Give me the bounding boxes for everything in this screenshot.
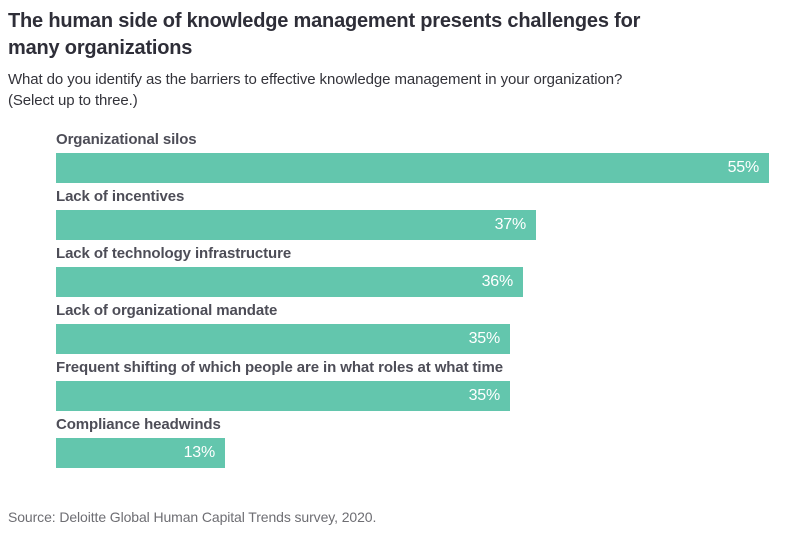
bar-label: Lack of technology infrastructure <box>56 245 292 262</box>
bar: 55% <box>56 153 769 183</box>
bar-chart: Organizational silos 55% Lack of incentive… <box>56 132 778 468</box>
bar-value-label: 13% <box>183 444 216 461</box>
bar-row: Frequent shifting of which people are in… <box>56 360 778 411</box>
bar-label: Compliance headwinds <box>56 416 221 433</box>
chart-subtitle-line-2: (Select up to three.) <box>8 92 138 109</box>
bar-row: Lack of organizational mandate 35% <box>56 303 778 354</box>
bar: 13% <box>56 438 225 468</box>
bar: 35% <box>56 324 510 354</box>
bar-value-label: 55% <box>727 159 760 176</box>
bar-label: Organizational silos <box>56 131 197 148</box>
bar-value-label: 35% <box>468 387 501 404</box>
chart-title-line-2: many organizations <box>8 37 193 59</box>
bar-value-label: 35% <box>468 330 501 347</box>
bar-value-label: 37% <box>494 216 527 233</box>
bar-row: Compliance headwinds 13% <box>56 417 778 468</box>
bar: 37% <box>56 210 536 240</box>
bar-label: Frequent shifting of which people are in… <box>56 359 503 376</box>
chart-title: The human side of knowledge management p… <box>8 8 778 62</box>
chart-subtitle: What do you identify as the barriers to … <box>8 69 778 111</box>
source-note: Source: Deloitte Global Human Capital Tr… <box>8 509 377 525</box>
figure: The human side of knowledge management p… <box>8 8 778 525</box>
bar-label: Lack of organizational mandate <box>56 302 278 319</box>
chart-subtitle-line-1: What do you identify as the barriers to … <box>8 71 623 88</box>
bar: 36% <box>56 267 523 297</box>
bar-label: Lack of incentives <box>56 188 185 205</box>
bar-row: Organizational silos 55% <box>56 132 778 183</box>
bar-row: Lack of technology infrastructure 36% <box>56 246 778 297</box>
bar-row: Lack of incentives 37% <box>56 189 778 240</box>
bar: 35% <box>56 381 510 411</box>
chart-title-line-1: The human side of knowledge management p… <box>8 10 641 32</box>
bar-value-label: 36% <box>481 273 514 290</box>
